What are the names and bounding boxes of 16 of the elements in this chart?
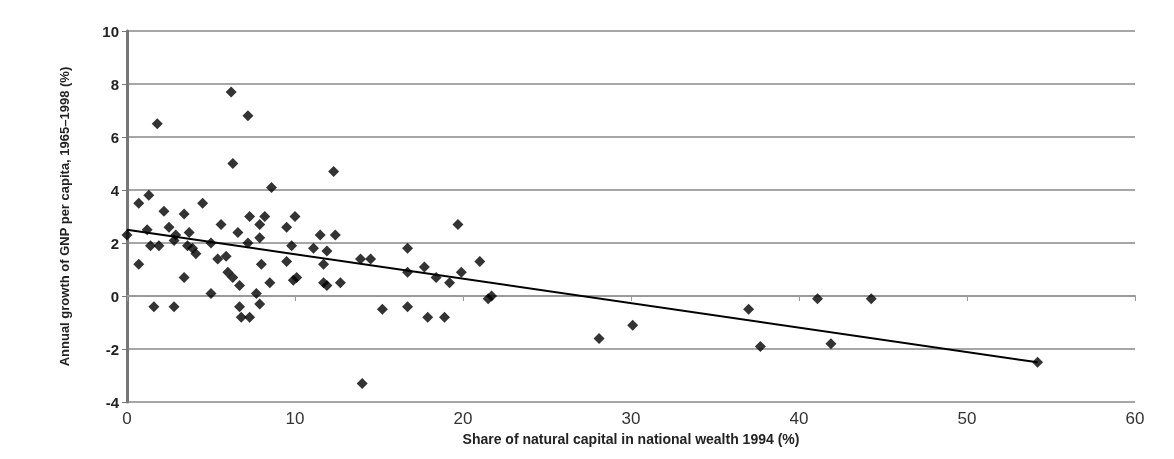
y-axis-title: Annual growth of GNP per capita, 1965–1998 (%) xyxy=(57,66,72,367)
x-tick-label: 30 xyxy=(621,409,641,429)
y-tick-label: 10 xyxy=(102,22,119,40)
x-tick-label: 10 xyxy=(285,409,305,429)
y-tick-label: 2 xyxy=(110,234,119,252)
y-tick-label: 6 xyxy=(110,128,119,146)
y-tick-label: 0 xyxy=(110,287,119,305)
x-tick-label: 60 xyxy=(1125,409,1145,429)
x-tick-label: 20 xyxy=(453,409,473,429)
y-tick-label: -2 xyxy=(105,340,119,358)
y-tick-label: 4 xyxy=(110,181,120,199)
x-axis-title: Share of natural capital in national wealth 1994 (%) xyxy=(462,431,800,447)
x-tick-label: 40 xyxy=(789,409,809,429)
y-tick-label: -4 xyxy=(105,393,120,411)
x-tick-label: 50 xyxy=(957,409,977,429)
y-tick-label: 8 xyxy=(110,75,119,93)
